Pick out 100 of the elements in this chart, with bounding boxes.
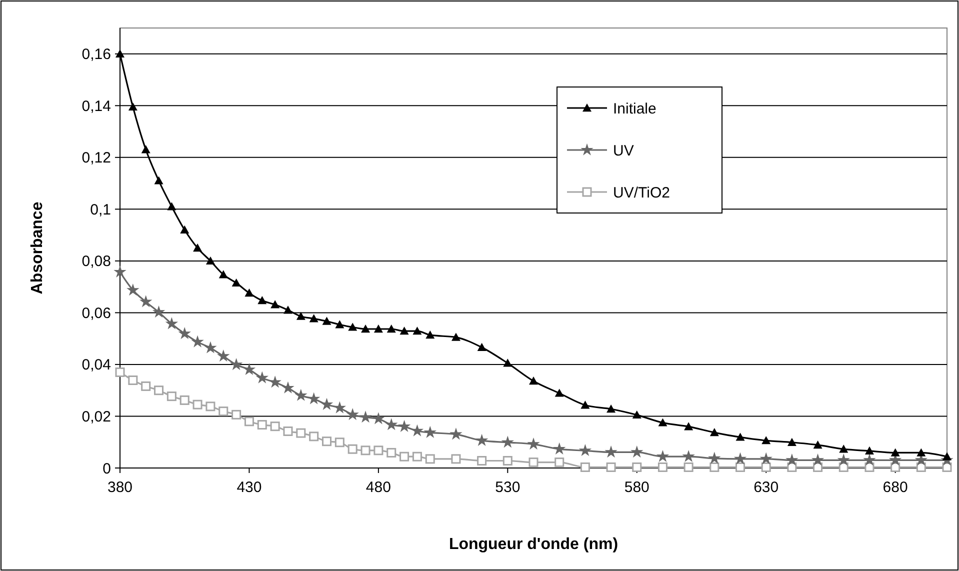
point [502,456,512,466]
legend-label: UV/TiO2 [613,184,670,202]
point [658,418,668,426]
point [916,448,926,456]
point [322,436,332,446]
x-tick-label: 430 [236,479,262,496]
point [180,395,190,405]
point [890,448,900,456]
point [258,296,267,304]
point [761,462,771,472]
legend-label: UV [613,142,634,160]
point [360,446,370,456]
point [154,386,164,396]
point [296,312,306,320]
point [307,392,320,404]
y-tick-label: 0,12 [82,150,111,167]
point [309,432,319,442]
point [141,145,150,154]
point [346,408,359,420]
point [684,422,694,430]
point [128,102,138,111]
point [400,326,409,335]
point [244,288,254,297]
point [424,426,436,438]
point [115,367,125,377]
point [658,462,668,472]
point [786,454,798,466]
point [178,326,191,340]
point [811,454,824,466]
x-tick-label: 580 [624,479,650,496]
point [294,388,308,401]
point [242,362,256,376]
point [322,316,332,325]
point [606,462,616,472]
y-tick-label: 0,14 [82,98,111,115]
point [152,306,166,318]
x-axis-title: Longueur d'onde (nm) [448,536,618,553]
point [787,438,796,446]
point [450,428,462,440]
y-tick-label: 0 [102,460,111,478]
x-tick-label: 480 [366,479,391,496]
point [348,322,358,331]
point [477,456,487,466]
point [386,324,396,333]
y-axis-title: Absorbance [29,202,46,294]
point [206,402,216,412]
point [296,428,306,438]
point [232,410,242,420]
point [283,306,292,314]
point [374,446,384,456]
point [218,406,228,416]
point [270,300,280,308]
point [451,454,461,464]
point [813,440,822,449]
point [529,376,538,385]
point [398,420,411,432]
point [527,438,540,450]
y-tick-label: 0,02 [82,408,111,426]
point [374,324,383,333]
point [837,454,850,466]
point [193,244,202,252]
point [141,381,151,391]
point [139,295,152,308]
point [451,332,460,341]
point [270,422,280,432]
point [942,452,952,460]
point [708,452,721,464]
point [682,450,695,462]
y-tick-label: 0,04 [82,356,111,374]
point [762,436,771,444]
point [410,424,424,436]
point [736,462,745,472]
point [710,462,720,472]
point [206,256,215,265]
point [656,450,670,462]
point [710,428,719,436]
point [218,270,228,278]
point [191,335,204,348]
x-tick-label: 630 [754,479,779,496]
x-tick-label: 680 [882,479,908,496]
point [386,448,396,458]
point [412,452,422,462]
point [501,436,514,448]
point [309,314,318,322]
y-tick-label: 0,08 [82,253,111,270]
point [283,426,293,436]
point [554,388,564,397]
point [180,225,190,234]
point [684,462,694,472]
point [333,401,346,414]
point [154,176,164,184]
point [580,400,590,409]
point [864,446,874,455]
point [114,265,126,278]
point [372,412,385,424]
point [632,462,642,472]
point [348,444,358,454]
legend-label: Initiale [613,100,656,118]
point [475,434,488,446]
point [126,284,140,296]
